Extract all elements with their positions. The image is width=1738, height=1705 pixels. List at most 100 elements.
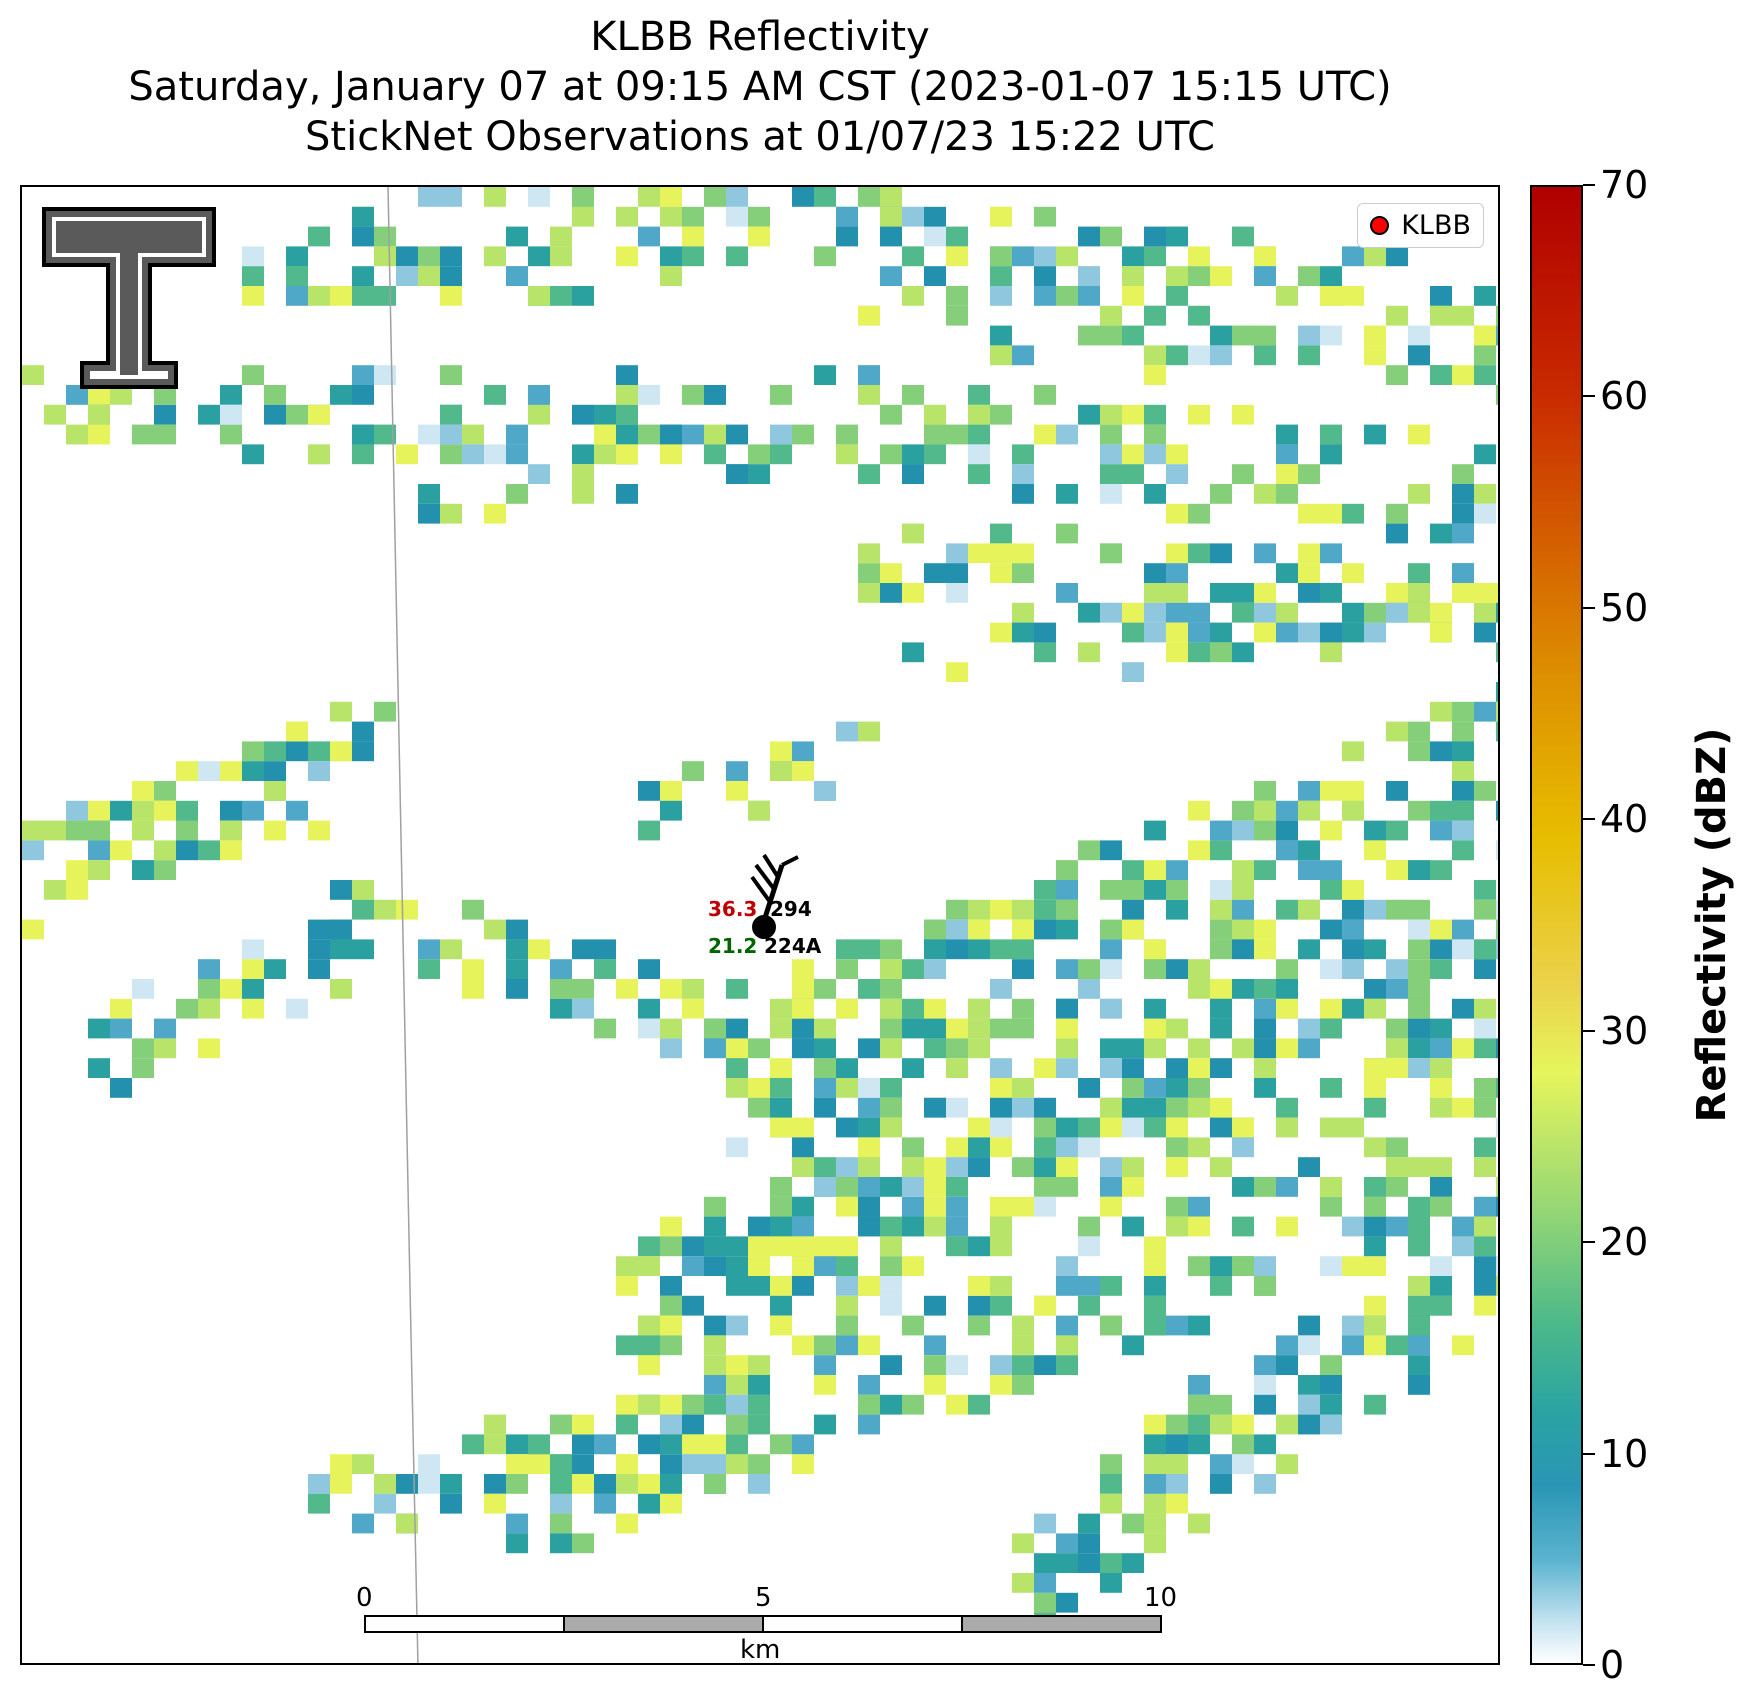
- reflectivity-cell: [1144, 1513, 1166, 1534]
- reflectivity-cell: [1166, 503, 1188, 524]
- reflectivity-cell: [660, 1276, 682, 1296]
- reflectivity-cell: [836, 939, 858, 960]
- reflectivity-cell: [726, 1414, 748, 1435]
- reflectivity-cell: [616, 424, 638, 445]
- reflectivity-cell: [792, 1038, 814, 1059]
- reflectivity-cell: [308, 1474, 330, 1494]
- reflectivity-cell: [1408, 800, 1430, 821]
- reflectivity-cell: [990, 1375, 1012, 1395]
- reflectivity-cell: [1122, 899, 1144, 920]
- reflectivity-cell: [440, 444, 462, 465]
- reflectivity-cell: [1320, 1078, 1342, 1098]
- reflectivity-cell: [1166, 1414, 1188, 1435]
- reflectivity-cell: [924, 959, 946, 979]
- reflectivity-cell: [968, 464, 990, 484]
- reflectivity-cell: [330, 385, 352, 405]
- reflectivity-cell: [330, 741, 352, 762]
- scale-label-10: 10: [1144, 1583, 1178, 1613]
- reflectivity-cell: [1364, 602, 1386, 623]
- reflectivity-cell: [198, 979, 220, 999]
- reflectivity-cell: [1210, 1157, 1232, 1177]
- reflectivity-cell: [1056, 899, 1078, 920]
- reflectivity-cell: [1012, 345, 1034, 366]
- reflectivity-cell: [748, 1474, 770, 1494]
- reflectivity-cell: [1100, 1493, 1122, 1514]
- reflectivity-cell: [418, 1474, 440, 1494]
- reflectivity-cell: [88, 820, 110, 841]
- reflectivity-cell: [902, 1137, 924, 1158]
- reflectivity-cell: [1012, 1157, 1034, 1177]
- reflectivity-cell: [616, 1414, 638, 1435]
- reflectivity-cell: [1276, 563, 1298, 583]
- reflectivity-cell: [880, 1117, 902, 1138]
- reflectivity-cell: [1474, 444, 1496, 465]
- reflectivity-cell: [550, 246, 572, 267]
- reflectivity-cell: [1144, 563, 1166, 583]
- reflectivity-cell: [1320, 998, 1342, 1019]
- reflectivity-cell: [484, 444, 506, 465]
- reflectivity-cell: [1320, 1196, 1342, 1217]
- reflectivity-cell: [1364, 345, 1386, 366]
- reflectivity-cell: [132, 1058, 154, 1078]
- reflectivity-cell: [1166, 583, 1188, 603]
- reflectivity-cell: [330, 939, 352, 960]
- reflectivity-cell: [836, 1276, 858, 1296]
- reflectivity-cell: [946, 305, 968, 326]
- reflectivity-cell: [528, 187, 550, 207]
- colorbar-tick-label: 0: [1600, 1643, 1625, 1687]
- reflectivity-cell: [968, 1117, 990, 1138]
- reflectivity-cell: [1298, 939, 1320, 960]
- reflectivity-cell: [1056, 1335, 1078, 1356]
- reflectivity-cell: [704, 385, 726, 405]
- reflectivity-cell: [616, 444, 638, 465]
- reflectivity-cell: [1276, 1117, 1298, 1138]
- reflectivity-cell: [396, 899, 418, 920]
- reflectivity-cell: [550, 1474, 572, 1494]
- reflectivity-cell: [1012, 919, 1034, 940]
- reflectivity-cell: [858, 1097, 880, 1118]
- reflectivity-cell: [1254, 484, 1276, 504]
- reflectivity-cell: [638, 424, 660, 445]
- reflectivity-cell: [1364, 622, 1386, 643]
- reflectivity-cell: [1122, 246, 1144, 267]
- reflectivity-cell: [682, 246, 704, 267]
- reflectivity-cell: [1430, 523, 1452, 544]
- reflectivity-cell: [1232, 1177, 1254, 1197]
- reflectivity-cell: [1210, 345, 1232, 366]
- reflectivity-cell: [1122, 286, 1144, 306]
- reflectivity-cell: [1430, 1058, 1452, 1078]
- reflectivity-cell: [1408, 345, 1430, 366]
- reflectivity-cell: [902, 959, 924, 979]
- reflectivity-cell: [880, 1038, 902, 1059]
- reflectivity-cell: [902, 246, 924, 267]
- reflectivity-cell: [418, 959, 440, 979]
- reflectivity-cell: [594, 959, 616, 979]
- reflectivity-cell: [352, 424, 374, 445]
- reflectivity-cell: [1276, 464, 1298, 484]
- reflectivity-cell: [1166, 880, 1188, 900]
- reflectivity-cell: [858, 543, 880, 564]
- reflectivity-cell: [1276, 1355, 1298, 1375]
- reflectivity-cell: [1342, 503, 1364, 524]
- reflectivity-cell: [594, 1434, 616, 1455]
- reflectivity-cell: [1474, 602, 1496, 623]
- reflectivity-cell: [1188, 1434, 1210, 1455]
- reflectivity-cell: [792, 1434, 814, 1455]
- reflectivity-cell: [1100, 404, 1122, 425]
- reflectivity-cell: [1496, 800, 1498, 821]
- reflectivity-cell: [1034, 1058, 1056, 1078]
- reflectivity-cell: [1166, 1078, 1188, 1098]
- reflectivity-cell: [1342, 919, 1364, 940]
- reflectivity-cell: [132, 979, 154, 999]
- reflectivity-cell: [660, 1038, 682, 1059]
- reflectivity-cell: [1364, 1315, 1386, 1336]
- reflectivity-cell: [1320, 820, 1342, 841]
- reflectivity-cell: [1408, 1196, 1430, 1217]
- reflectivity-cell: [858, 939, 880, 960]
- reflectivity-cell: [616, 1276, 638, 1296]
- reflectivity-cell: [946, 1137, 968, 1158]
- reflectivity-cell: [1188, 1196, 1210, 1217]
- reflectivity-cell: [1408, 998, 1430, 1019]
- reflectivity-cell: [1210, 266, 1232, 286]
- reflectivity-cell: [1210, 939, 1232, 960]
